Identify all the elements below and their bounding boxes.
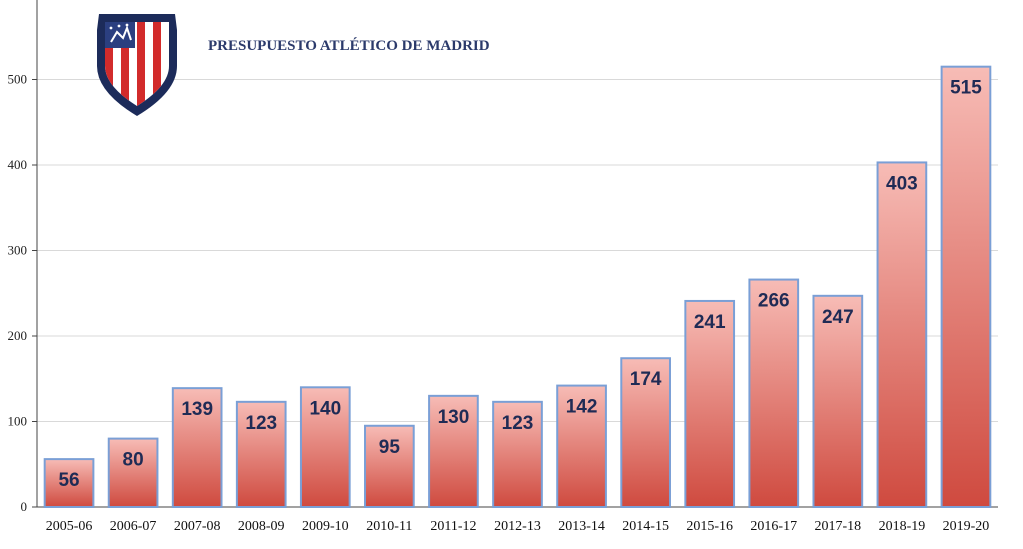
bar-2011-12 bbox=[428, 394, 479, 509]
data-label-2005-06: 56 bbox=[58, 470, 79, 491]
bar-2012-13 bbox=[492, 400, 543, 508]
bar-2019-20 bbox=[940, 65, 992, 509]
x-tick-label: 2008-09 bbox=[238, 519, 285, 534]
bar-2007-08 bbox=[171, 387, 223, 508]
y-tick-label: 200 bbox=[8, 328, 28, 343]
bar-2010-11 bbox=[364, 424, 415, 508]
x-tick-label: 2012-13 bbox=[494, 519, 541, 534]
chart-title: PRESUPUESTO ATLÉTICO DE MADRID bbox=[208, 37, 490, 54]
x-tick-label: 2011-12 bbox=[430, 519, 476, 534]
y-tick-label: 100 bbox=[8, 414, 28, 429]
data-label-2014-15: 174 bbox=[630, 369, 662, 390]
bar-2016-17 bbox=[748, 278, 800, 508]
x-tick-label: 2016-17 bbox=[750, 519, 797, 534]
data-label-2018-19: 403 bbox=[886, 173, 918, 194]
y-tick-label: 500 bbox=[8, 72, 28, 87]
data-label-2019-20: 515 bbox=[950, 78, 982, 99]
data-label-2012-13: 123 bbox=[502, 413, 534, 434]
x-tick-label: 2019-20 bbox=[943, 519, 990, 534]
data-label-2015-16: 241 bbox=[694, 312, 726, 333]
data-label-2017-18: 247 bbox=[822, 307, 854, 328]
bar-2008-09 bbox=[235, 400, 287, 508]
bar-2015-16 bbox=[684, 299, 736, 508]
y-tick-label: 300 bbox=[8, 243, 28, 258]
x-tick-label: 2013-14 bbox=[558, 519, 605, 534]
bar-2009-10 bbox=[299, 386, 351, 508]
x-tick-labels: 2005-06 2006-07 2007-08 2008-09 2009-10 2010-… bbox=[46, 519, 990, 534]
data-labels: 56 80 139 123 140 95 130 123 142 174 241 266 247 403 5… bbox=[58, 78, 982, 491]
atletico-madrid-crest-icon bbox=[97, 14, 177, 116]
x-tick-label: 2014-15 bbox=[622, 519, 669, 534]
x-tick-label: 2018-19 bbox=[879, 519, 926, 534]
data-label-2006-07: 80 bbox=[123, 450, 144, 471]
data-label-2009-10: 140 bbox=[309, 398, 341, 419]
data-label-2008-09: 123 bbox=[245, 413, 277, 434]
data-label-2007-08: 139 bbox=[181, 399, 213, 420]
data-label-2016-17: 266 bbox=[758, 291, 790, 312]
x-tick-label: 2009-10 bbox=[302, 519, 349, 534]
x-tick-label: 2010-11 bbox=[366, 519, 412, 534]
bar-2018-19 bbox=[876, 161, 928, 508]
bar-2006-07 bbox=[107, 437, 159, 509]
data-label-2010-11: 95 bbox=[379, 437, 401, 458]
data-label-2011-12: 130 bbox=[438, 407, 470, 428]
bar-2013-14 bbox=[556, 384, 607, 508]
x-tick-label: 2006-07 bbox=[110, 519, 157, 534]
x-tick-label: 2005-06 bbox=[46, 519, 93, 534]
x-tick-label: 2017-18 bbox=[814, 519, 861, 534]
y-tick-label: 0 bbox=[21, 499, 28, 514]
data-label-2013-14: 142 bbox=[566, 397, 598, 418]
y-tick-labels: 0 100 200 300 400 500 bbox=[8, 72, 28, 515]
y-tick-label: 400 bbox=[8, 157, 28, 172]
bar-2017-18 bbox=[812, 294, 864, 508]
bar-2014-15 bbox=[620, 357, 671, 509]
x-tick-label: 2015-16 bbox=[686, 519, 733, 534]
bar-2005-06 bbox=[43, 458, 95, 508]
bars bbox=[43, 65, 992, 509]
x-tick-label: 2007-08 bbox=[174, 519, 221, 534]
